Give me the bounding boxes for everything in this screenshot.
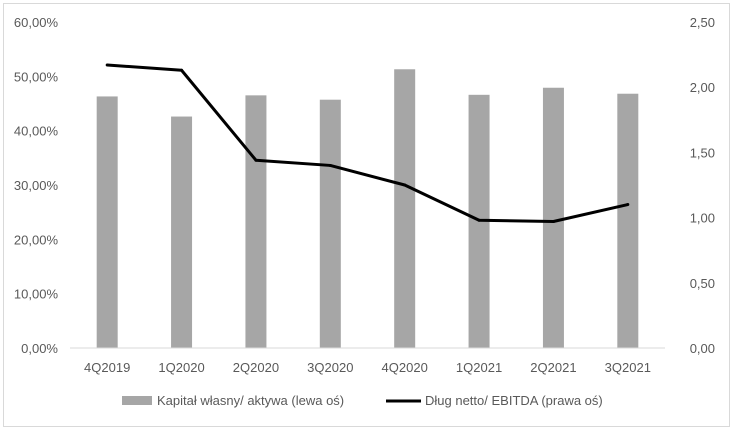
x-tick-label: 3Q2020 bbox=[307, 360, 353, 375]
legend: Kapitał własny/ aktywa (lewa oś) Dług ne… bbox=[122, 393, 603, 408]
left-axis: 0,00% 10,00% 20,00% 30,00% 40,00% 50,00% 60,00… bbox=[14, 15, 59, 356]
right-tick-label: 2,50 bbox=[690, 15, 715, 30]
x-tick-label: 1Q2020 bbox=[158, 360, 204, 375]
line-point bbox=[254, 158, 258, 162]
line-point bbox=[328, 163, 332, 167]
bar bbox=[542, 87, 564, 348]
line-point bbox=[626, 203, 630, 207]
left-tick-label: 40,00% bbox=[14, 124, 59, 139]
line-point bbox=[477, 218, 481, 222]
left-tick-label: 30,00% bbox=[14, 178, 59, 193]
right-tick-label: 0,00 bbox=[690, 341, 715, 356]
line-point bbox=[105, 63, 109, 67]
x-tick-label: 3Q2021 bbox=[605, 360, 651, 375]
right-axis: 0,00 0,50 1,00 1,50 2,00 2,50 bbox=[690, 15, 715, 356]
bar-series bbox=[96, 69, 639, 349]
x-tick-label: 2Q2020 bbox=[233, 360, 279, 375]
right-tick-label: 0,50 bbox=[690, 276, 715, 291]
bar bbox=[171, 116, 193, 348]
chart-frame bbox=[3, 3, 730, 427]
left-tick-label: 50,00% bbox=[14, 69, 59, 84]
left-tick-label: 10,00% bbox=[14, 287, 59, 302]
left-tick-label: 20,00% bbox=[14, 232, 59, 247]
left-tick-label: 0,00% bbox=[21, 341, 58, 356]
line-point bbox=[180, 68, 184, 72]
line-series bbox=[105, 63, 630, 224]
x-tick-label: 2Q2021 bbox=[530, 360, 576, 375]
legend-bar-swatch bbox=[122, 396, 152, 405]
legend-line-label: Dług netto/ EBITDA (prawa oś) bbox=[425, 393, 603, 408]
right-tick-label: 1,00 bbox=[690, 211, 715, 226]
x-tick-label: 1Q2021 bbox=[456, 360, 502, 375]
line-series-path bbox=[107, 63, 629, 224]
bar bbox=[319, 99, 341, 349]
right-tick-label: 2,00 bbox=[690, 80, 715, 95]
x-tick-label: 4Q2020 bbox=[382, 360, 428, 375]
legend-bar-label: Kapitał własny/ aktywa (lewa oś) bbox=[157, 393, 344, 408]
left-tick-label: 60,00% bbox=[14, 15, 59, 30]
x-tick-label: 4Q2019 bbox=[84, 360, 130, 375]
bar bbox=[617, 93, 639, 348]
bar bbox=[245, 95, 267, 348]
bar bbox=[96, 96, 118, 348]
line-point bbox=[551, 220, 555, 224]
bar bbox=[394, 69, 416, 349]
x-axis: 4Q2019 1Q2020 2Q2020 3Q2020 4Q2020 1Q2021 2Q20… bbox=[84, 360, 651, 375]
right-tick-label: 1,50 bbox=[690, 145, 715, 160]
line-point bbox=[403, 183, 407, 187]
